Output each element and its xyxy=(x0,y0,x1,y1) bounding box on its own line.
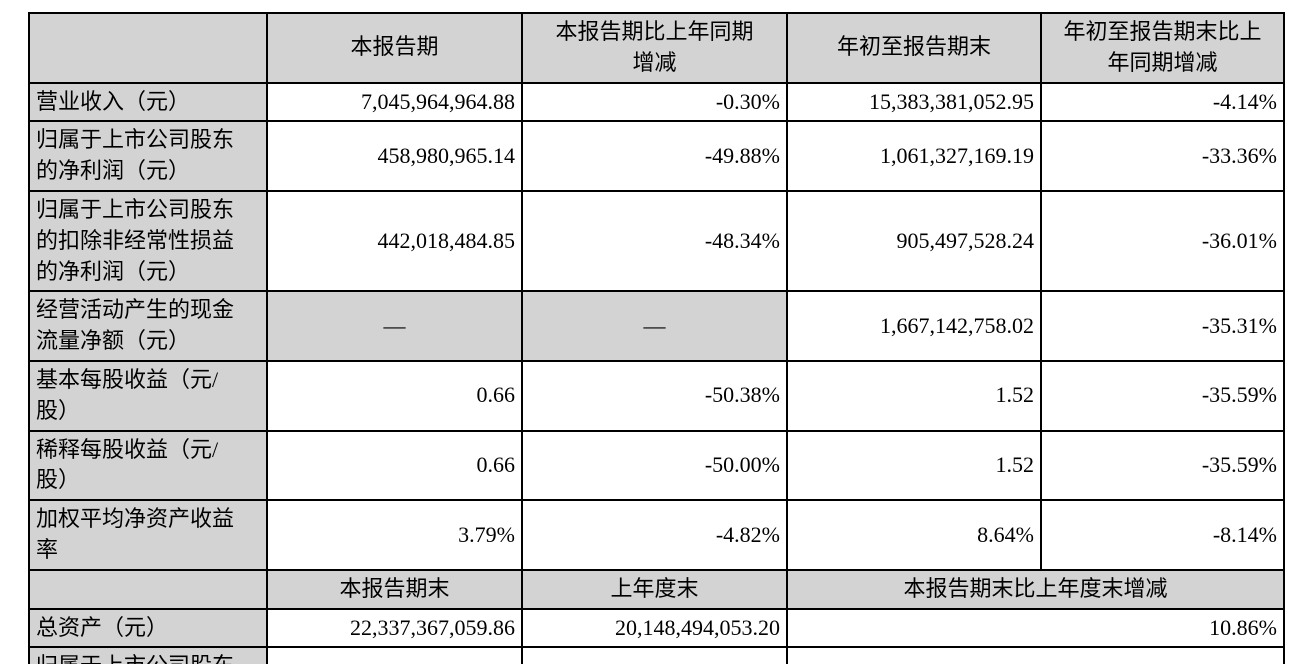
col-header-current-period: 本报告期 xyxy=(266,12,523,84)
col-header-yoy-change: 本报告期比上年同期 增减 xyxy=(521,12,788,84)
top-header-row: 本报告期 本报告期比上年同期 增减 年初至报告期末 年初至报告期末比上 年同期增… xyxy=(28,12,1285,84)
cell-prev-year-end: 11,941,452,865.56 xyxy=(521,646,788,664)
cell-ytd-yoy: -35.59% xyxy=(1040,359,1285,432)
cell-ytd-yoy: -4.14% xyxy=(1040,81,1285,123)
col-header-ytd: 年初至报告期末 xyxy=(786,12,1042,84)
table-row-net-profit-excl-nonrecurring: 归属于上市公司股东 的扣除非经常性损益 的净利润（元） 442,018,484.… xyxy=(28,189,1285,293)
bottom-header-row: 本报告期末 上年度末 本报告期末比上年度末增减 xyxy=(28,568,1285,610)
cell-ytd-yoy: -33.36% xyxy=(1040,120,1285,192)
corner-cell-bottom xyxy=(28,568,268,610)
cell-current: 458,980,965.14 xyxy=(266,120,523,192)
cell-ytd-yoy: -35.31% xyxy=(1040,290,1285,362)
cell-current-dash: — xyxy=(266,290,523,362)
cell-yoy: -49.88% xyxy=(521,120,788,192)
cell-yoy: -0.30% xyxy=(521,81,788,123)
cell-ytd-yoy: -36.01% xyxy=(1040,189,1285,293)
cell-end-change: 10.86% xyxy=(786,607,1285,649)
cell-current: 442,018,484.85 xyxy=(266,189,523,293)
col-header-prev-year-end: 上年度末 xyxy=(521,568,788,610)
row-label: 加权平均净资产收益 率 xyxy=(28,499,268,571)
cell-yoy: -50.00% xyxy=(521,429,788,502)
table-row-owner-equity: 归属于上市公司股东 的所有者权益（元） 12,367,643,238.92 11… xyxy=(28,646,1285,664)
cell-period-end: 12,367,643,238.92 xyxy=(266,646,523,664)
cell-ytd: 8.64% xyxy=(786,499,1042,571)
row-label: 归属于上市公司股东 的净利润（元） xyxy=(28,120,268,192)
table-row-net-profit: 归属于上市公司股东 的净利润（元） 458,980,965.14 -49.88%… xyxy=(28,120,1285,192)
cell-ytd: 1,061,327,169.19 xyxy=(786,120,1042,192)
cell-current: 0.66 xyxy=(266,429,523,502)
table-row-operating-cash-flow: 经营活动产生的现金 流量净额（元） — — 1,667,142,758.02 -… xyxy=(28,290,1285,362)
cell-ytd-yoy: -35.59% xyxy=(1040,429,1285,502)
cell-ytd: 15,383,381,052.95 xyxy=(786,81,1042,123)
row-label: 基本每股收益（元/ 股） xyxy=(28,359,268,432)
col-header-end-vs-prev-change: 本报告期末比上年度末增减 xyxy=(786,568,1285,610)
key-financials-table: 本报告期 本报告期比上年同期 增减 年初至报告期末 年初至报告期末比上 年同期增… xyxy=(28,12,1285,664)
cell-ytd-yoy: -8.14% xyxy=(1040,499,1285,571)
row-label: 营业收入（元） xyxy=(28,81,268,123)
table-row-basic-eps: 基本每股收益（元/ 股） 0.66 -50.38% 1.52 -35.59% xyxy=(28,359,1285,432)
table-row-diluted-eps: 稀释每股收益（元/ 股） 0.66 -50.00% 1.52 -35.59% xyxy=(28,429,1285,502)
cell-current: 7,045,964,964.88 xyxy=(266,81,523,123)
row-label: 稀释每股收益（元/ 股） xyxy=(28,429,268,502)
cell-yoy-dash: — xyxy=(521,290,788,362)
col-header-ytd-yoy-change: 年初至报告期末比上 年同期增减 xyxy=(1040,12,1285,84)
col-header-period-end: 本报告期末 xyxy=(266,568,523,610)
cell-yoy: -50.38% xyxy=(521,359,788,432)
cell-end-change: 3.57% xyxy=(786,646,1285,664)
cell-ytd: 1.52 xyxy=(786,359,1042,432)
row-label: 归属于上市公司股东 的扣除非经常性损益 的净利润（元） xyxy=(28,189,268,293)
cell-current: 0.66 xyxy=(266,359,523,432)
corner-cell xyxy=(28,12,268,84)
row-label: 总资产（元） xyxy=(28,607,268,649)
table-row-total-assets: 总资产（元） 22,337,367,059.86 20,148,494,053.… xyxy=(28,607,1285,649)
cell-prev-year-end: 20,148,494,053.20 xyxy=(521,607,788,649)
row-label: 经营活动产生的现金 流量净额（元） xyxy=(28,290,268,362)
cell-yoy: -4.82% xyxy=(521,499,788,571)
table-row-revenue: 营业收入（元） 7,045,964,964.88 -0.30% 15,383,3… xyxy=(28,81,1285,123)
cell-ytd: 905,497,528.24 xyxy=(786,189,1042,293)
row-label: 归属于上市公司股东 的所有者权益（元） xyxy=(28,646,268,664)
cell-ytd: 1.52 xyxy=(786,429,1042,502)
cell-yoy: -48.34% xyxy=(521,189,788,293)
table-row-weighted-roe: 加权平均净资产收益 率 3.79% -4.82% 8.64% -8.14% xyxy=(28,499,1285,571)
cell-current: 3.79% xyxy=(266,499,523,571)
cell-period-end: 22,337,367,059.86 xyxy=(266,607,523,649)
cell-ytd: 1,667,142,758.02 xyxy=(786,290,1042,362)
